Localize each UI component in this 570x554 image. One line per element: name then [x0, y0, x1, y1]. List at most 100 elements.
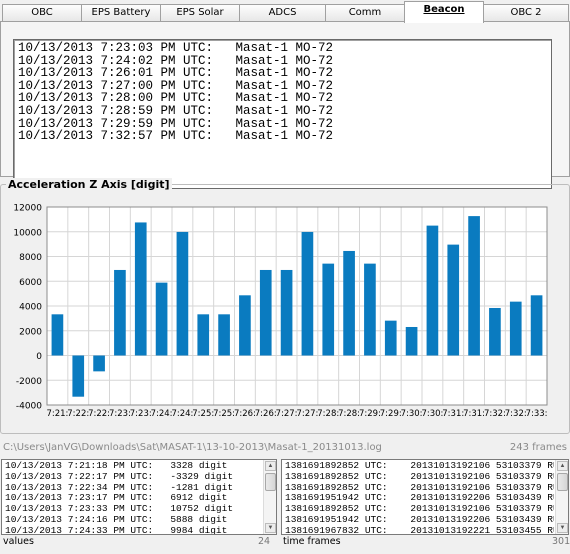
bar [93, 355, 105, 372]
list-item[interactable]: 1381691892852 UTC: 20131013192106 531033… [285, 481, 554, 493]
tab-adcs[interactable]: ADCS [239, 4, 326, 22]
list-item[interactable]: 10/13/2013 7:24:33 PM UTC: 9984 digit [5, 524, 228, 534]
beacon-tab-panel: 10/13/2013 7:23:03 PM UTC: Masat-1 MO-72… [0, 21, 570, 189]
x-tick-label: 7:27: [296, 409, 318, 419]
list-item[interactable]: 10/13/2013 7:23:33 PM UTC: 10752 digit [5, 503, 234, 515]
list-item[interactable]: 10/13/2013 7:22:34 PM UTC: -1281 digit [5, 481, 234, 493]
x-tick-label: 7:29: [380, 409, 402, 419]
bar [322, 263, 335, 356]
values-scrollbar[interactable]: ▲ ▼ [263, 460, 276, 534]
scroll-down-arrow-icon[interactable]: ▼ [265, 523, 276, 533]
time-frames-list[interactable]: 1381691892852 UTC: 20131013192106 531033… [281, 459, 569, 535]
bar [509, 301, 522, 356]
y-tick-label: 8000 [19, 253, 42, 263]
scroll-thumb[interactable] [265, 473, 276, 491]
bar [364, 263, 376, 356]
tab-obc[interactable]: OBC [2, 4, 82, 22]
scroll-up-arrow-icon[interactable]: ▲ [265, 461, 276, 471]
bar [176, 231, 189, 356]
bar [72, 355, 85, 397]
x-tick-label: 7:26: [234, 409, 256, 419]
bar [405, 326, 418, 356]
x-tick-label: 7:29: [359, 409, 381, 419]
beacon-line: 10/13/2013 7:27:00 PM UTC: Masat-1 MO-72 [18, 78, 334, 93]
x-tick-label: 7:32: [484, 409, 506, 419]
x-tick-label: 7:24: [171, 409, 193, 419]
tab-obc-2[interactable]: OBC 2 [483, 4, 569, 22]
bar [114, 269, 126, 356]
log-file-path: C:\Users\JanVG\Downloads\Sat\MASAT-1\13-… [3, 442, 382, 453]
bar [239, 295, 251, 356]
bar [489, 307, 501, 356]
bar [218, 314, 230, 356]
list-item[interactable]: 10/13/2013 7:22:17 PM UTC: -3329 digit [5, 470, 234, 482]
x-tick-label: 7:31: [442, 409, 464, 419]
list-item[interactable]: 1381691892852 UTC: 20131013192106 531033… [285, 503, 554, 515]
y-tick-label: 4000 [19, 303, 42, 313]
chart-title: Acceleration Z Axis [digit] [6, 178, 172, 191]
scroll-up-arrow-icon[interactable]: ▲ [557, 461, 568, 471]
y-tick-label: 2000 [19, 327, 42, 337]
x-tick-label: 7:33: [526, 409, 548, 419]
frames-scrollbar[interactable]: ▲ ▼ [555, 460, 568, 534]
values-caption: values [3, 536, 34, 547]
list-item[interactable]: 1381691967832 UTC: 20131013192221 531034… [285, 524, 554, 534]
x-tick-label: 7:22: [67, 409, 89, 419]
beacon-line: 10/13/2013 7:24:02 PM UTC: Masat-1 MO-72 [18, 53, 334, 68]
beacon-line: 10/13/2013 7:26:01 PM UTC: Masat-1 MO-72 [18, 66, 334, 81]
bar [259, 269, 272, 356]
tab-eps-solar[interactable]: EPS Solar [160, 4, 240, 22]
x-tick-label: 7:23: [109, 409, 131, 419]
x-tick-label: 7:24: [151, 409, 173, 419]
list-item[interactable]: 1381691892852 UTC: 20131013192106 531033… [285, 470, 554, 482]
list-item[interactable]: 1381691951942 UTC: 20131013192206 531034… [285, 492, 554, 504]
scroll-down-arrow-icon[interactable]: ▼ [557, 523, 568, 533]
tab-beacon[interactable]: Beacon [404, 1, 484, 23]
bar [51, 314, 64, 356]
tab-strip: OBC EPS Battery EPS Solar ADCS Comm Beac… [0, 0, 570, 23]
list-item[interactable]: 10/13/2013 7:23:17 PM UTC: 6912 digit [5, 492, 228, 504]
tab-comm[interactable]: Comm [325, 4, 405, 22]
list-item[interactable]: 10/13/2013 7:21:18 PM UTC: 3328 digit [5, 461, 228, 471]
beacon-line: 10/13/2013 7:28:59 PM UTC: Masat-1 MO-72 [18, 103, 334, 118]
scroll-thumb[interactable] [557, 473, 568, 491]
values-count: 24 [258, 536, 271, 547]
x-tick-label: 7:25: [192, 409, 214, 419]
x-tick-label: 7:22: [88, 409, 110, 419]
beacon-log[interactable]: 10/13/2013 7:23:03 PM UTC: Masat-1 MO-72… [13, 39, 552, 189]
bar [155, 282, 168, 356]
x-tick-label: 7:21: [46, 409, 68, 419]
bar [426, 225, 439, 356]
acceleration-chart: 12000 10000 8000 6000 4000 2000 0 -2000 -4000 7:2… [13, 204, 548, 420]
x-tick-label: 7:23: [130, 409, 152, 419]
bar [280, 269, 293, 356]
bar [197, 314, 210, 356]
bar [447, 244, 460, 356]
time-frames-count: 301 [552, 536, 570, 547]
bar [301, 231, 314, 356]
time-frames-caption: time frames [283, 536, 341, 547]
x-tick-label: 7:26: [255, 409, 277, 419]
list-item[interactable]: 1381691892852 UTC: 20131013192106 531033… [285, 461, 554, 471]
y-tick-label: -2000 [16, 377, 42, 387]
y-tick-label: 12000 [13, 204, 42, 214]
beacon-line: 10/13/2013 7:28:00 PM UTC: Masat-1 MO-72 [18, 91, 334, 106]
y-tick-label: 10000 [13, 228, 42, 238]
values-list[interactable]: 10/13/2013 7:21:18 PM UTC: 3328 digit 10… [1, 459, 277, 535]
x-tick-label: 7:28: [338, 409, 360, 419]
beacon-line: 10/13/2013 7:23:03 PM UTC: Masat-1 MO-72 [18, 41, 334, 55]
bar [134, 222, 147, 356]
list-item[interactable]: 10/13/2013 7:24:16 PM UTC: 5888 digit [5, 513, 228, 525]
x-tick-label: 7:31: [463, 409, 485, 419]
x-tick-label: 7:30: [421, 409, 443, 419]
plot-border [46, 206, 548, 406]
bar [343, 250, 355, 356]
bar [468, 216, 480, 356]
x-tick-label: 7:27: [276, 409, 298, 419]
frames-count: 243 frames [509, 442, 567, 453]
y-tick-label: 0 [36, 352, 42, 362]
x-tick-label: 7:28: [317, 409, 339, 419]
list-item[interactable]: 1381691951942 UTC: 20131013192206 531034… [285, 513, 554, 525]
tab-eps-battery[interactable]: EPS Battery [81, 4, 161, 22]
bar [530, 295, 543, 356]
